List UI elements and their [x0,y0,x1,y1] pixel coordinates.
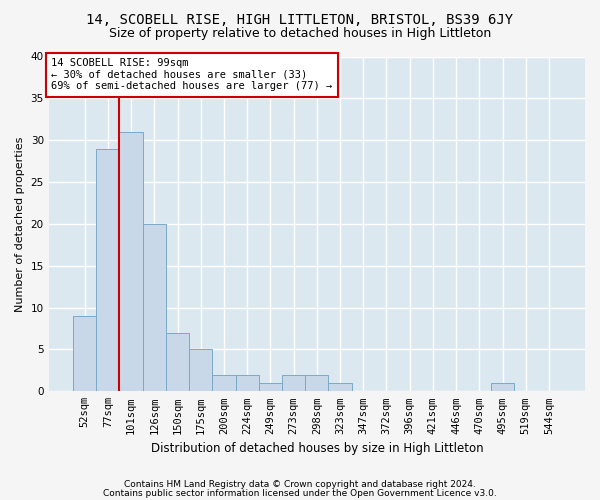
Text: Size of property relative to detached houses in High Littleton: Size of property relative to detached ho… [109,28,491,40]
Text: 14 SCOBELL RISE: 99sqm
← 30% of detached houses are smaller (33)
69% of semi-det: 14 SCOBELL RISE: 99sqm ← 30% of detached… [52,58,332,92]
Y-axis label: Number of detached properties: Number of detached properties [15,136,25,312]
Bar [282,374,305,392]
Bar [96,148,119,392]
Bar [212,374,236,392]
Bar [236,374,259,392]
Bar [328,383,352,392]
Text: Contains public sector information licensed under the Open Government Licence v3: Contains public sector information licen… [103,488,497,498]
Bar [305,374,328,392]
X-axis label: Distribution of detached houses by size in High Littleton: Distribution of detached houses by size … [151,442,483,455]
Bar [166,332,189,392]
Bar [119,132,143,392]
Bar [143,224,166,392]
Text: 14, SCOBELL RISE, HIGH LITTLETON, BRISTOL, BS39 6JY: 14, SCOBELL RISE, HIGH LITTLETON, BRISTO… [86,12,514,26]
Bar [189,350,212,392]
Text: Contains HM Land Registry data © Crown copyright and database right 2024.: Contains HM Land Registry data © Crown c… [124,480,476,489]
Bar [259,383,282,392]
Bar [491,383,514,392]
Bar [73,316,96,392]
